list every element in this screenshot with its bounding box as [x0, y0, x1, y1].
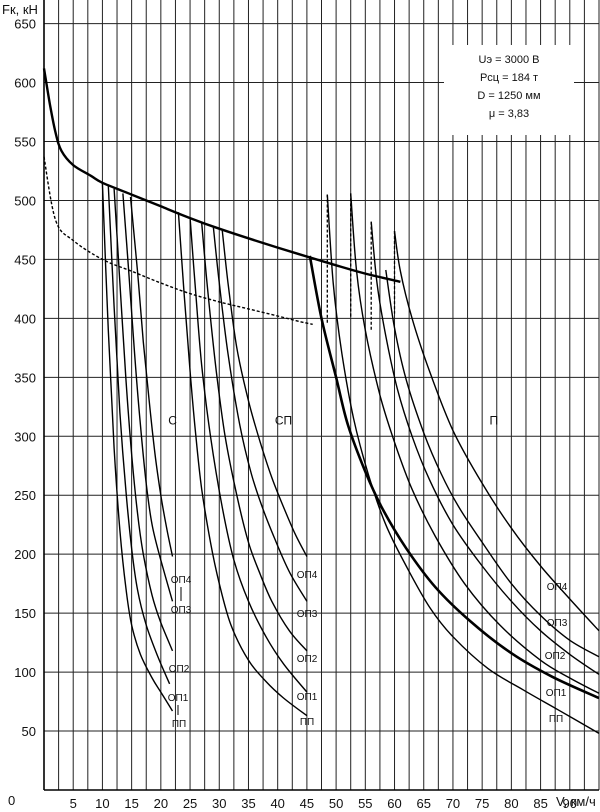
- info-diameter: D = 1250 мм: [477, 90, 540, 102]
- group-label: П: [490, 413, 499, 427]
- y-tick-label: 550: [14, 134, 36, 149]
- y-tick-label: 250: [14, 488, 36, 503]
- x-tick-label: 65: [417, 796, 431, 811]
- curve-label: ОП3: [297, 609, 318, 620]
- series-line-ОП1-13: [350, 193, 600, 694]
- curve-label: ОП4: [171, 575, 192, 586]
- x-tick-label: 55: [358, 796, 372, 811]
- series-line-ОП1-8: [189, 218, 308, 693]
- y-tick-label: 300: [14, 429, 36, 444]
- series-line-ОП4-0: [129, 196, 174, 557]
- series-line-ОП4-5: [221, 229, 308, 557]
- x-tick-label: 25: [183, 796, 197, 811]
- curve-label: ПП: [549, 714, 563, 725]
- x-tick-label: 20: [154, 796, 168, 811]
- curve-label: ОП4: [297, 570, 318, 581]
- curve-label: ОП2: [297, 654, 318, 665]
- curve-label: ПП: [300, 717, 314, 728]
- series-line-ОП4-10: [393, 230, 600, 632]
- x-tick-label: 90: [563, 796, 577, 811]
- info-weight: Рсц = 184 т: [480, 72, 538, 84]
- x-tick-label: 35: [241, 796, 255, 811]
- group-label: С: [168, 413, 177, 427]
- series-line-ПП-9: [177, 212, 308, 717]
- y-tick-label: 500: [14, 193, 36, 208]
- x-tick-label: 85: [533, 796, 547, 811]
- curve-label: ОП2: [169, 664, 190, 675]
- series-line-ОП2-7: [201, 222, 308, 652]
- y-tick-label: 450: [14, 252, 36, 267]
- curve-label: ОП3: [171, 605, 192, 616]
- info-ratio: μ = 3,83: [489, 108, 529, 120]
- y-axis-title: Fк, кН: [2, 2, 38, 17]
- x-tick-label: 60: [387, 796, 401, 811]
- series-line-main-15: [308, 255, 600, 700]
- y-tick-label: 150: [14, 606, 36, 621]
- info-voltage: Uэ = 3000 В: [479, 54, 540, 66]
- curve-label: ОП4: [547, 582, 568, 593]
- series-line-ОП2-12: [370, 221, 600, 675]
- curve-label: ОП3: [547, 618, 568, 629]
- info-box: Uэ = 3000 В Рсц = 184 т D = 1250 мм μ = …: [444, 45, 574, 135]
- dashed-limit-line: [43, 156, 313, 325]
- series-line-ПП-4: [101, 182, 174, 712]
- info-box-background: [444, 45, 574, 135]
- series-line-ПП-14: [326, 194, 600, 735]
- x-tick-label: 70: [446, 796, 460, 811]
- series-line-ОП3-1: [122, 193, 174, 602]
- y-tick-label: 350: [14, 370, 36, 385]
- y-tick-label: 100: [14, 665, 36, 680]
- x-tick-label: 40: [270, 796, 284, 811]
- curve-label: ПП: [172, 719, 186, 730]
- x-tick-label: 45: [300, 796, 314, 811]
- y-tick-label: 50: [22, 724, 36, 739]
- series-line-ОП2-2: [113, 188, 174, 652]
- y-tick-label: 650: [14, 17, 36, 32]
- x-tick-label: 50: [329, 796, 343, 811]
- adhesion-limit-line: [42, 68, 401, 283]
- x-tick-label: 80: [504, 796, 518, 811]
- y-tick-label: 200: [14, 547, 36, 562]
- x-tick-label: 30: [212, 796, 226, 811]
- x-tick-label: 5: [70, 796, 77, 811]
- x-tick-label: 15: [124, 796, 138, 811]
- curve-label: ОП2: [545, 651, 566, 662]
- series-line-ОП3-11: [385, 269, 600, 658]
- curve-label: ОП1: [168, 693, 189, 704]
- y-tick-label: 400: [14, 311, 36, 326]
- y-tick-label: 600: [14, 76, 36, 91]
- curve-label: ОП1: [297, 692, 318, 703]
- x-axis-title: V, км/ч: [556, 794, 596, 809]
- x-tick-label: 10: [95, 796, 109, 811]
- series-line-ОП1-3: [107, 185, 171, 685]
- origin-label: 0: [8, 793, 15, 808]
- curves: [42, 68, 600, 735]
- x-tick-label: 75: [475, 796, 489, 811]
- labels: 50 100 150 200 250 300 350 400 450 500 550 600 650 5 1…: [14, 17, 577, 811]
- series-line-ОП3-6: [212, 227, 308, 602]
- curve-label: ОП1: [546, 688, 567, 699]
- group-label: СП: [275, 413, 292, 427]
